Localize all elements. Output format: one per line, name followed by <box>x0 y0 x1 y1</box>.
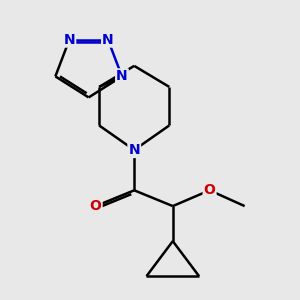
Text: N: N <box>64 33 75 46</box>
Text: N: N <box>102 33 114 46</box>
Text: O: O <box>90 199 102 213</box>
Text: O: O <box>204 183 215 197</box>
Text: N: N <box>128 143 140 157</box>
Text: N: N <box>116 69 128 83</box>
